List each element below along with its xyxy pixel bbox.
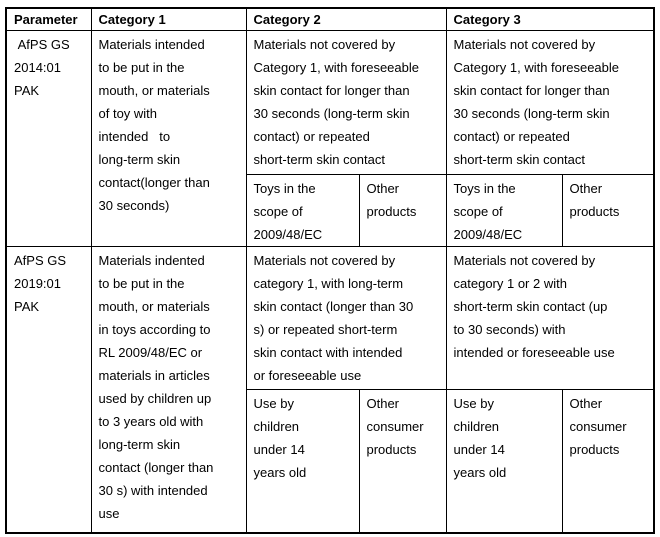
cell-category3-afps-2019-children: Use by children under 14 years old [445,389,563,533]
cell-category2-afps-2019-description: Materials not covered by category 1, wit… [245,246,447,390]
cell-category3-afps-2019-description: Materials not covered by category 1 or 2… [445,246,655,390]
cell-category3-afps-2019-other-consumer: Other consumer products [561,389,655,533]
row-afps-2014-subcells: Toys in the scope of 2009/48/EC Other pr… [6,174,655,247]
cell-category2-afps-2019-children: Use by children under 14 years old [245,389,360,533]
row-afps-2019-subcells: Use by children under 14 years old Other… [6,389,655,533]
cell-category2-afps-2014-other-products: Other products [358,174,447,247]
cell-category2-afps-2014-toys-scope: Toys in the scope of 2009/48/EC [245,174,360,247]
cell-category3-afps-2014-toys-scope: Toys in the scope of 2009/48/EC [445,174,563,247]
header-cell-parameter: Parameter [5,7,92,31]
cell-parameter-afps-2019: AfPS GS 2019:01 PAK [5,246,92,533]
cell-category1-afps-2014: Materials intended to be put in the mout… [90,30,247,247]
cell-category1-afps-2019: Materials indented to be put in the mout… [90,246,247,533]
header-cell-category1: Category 1 [90,7,247,31]
header-cell-category3: Category 3 [445,7,655,31]
pak-parameter-category-table: Parameter Category 1 Category 2 Category… [5,7,656,534]
cell-parameter-afps-2014: AfPS GS 2014:01 PAK [5,30,92,247]
row-afps-2014-description: AfPS GS 2014:01 PAK Materials intended t… [5,30,655,247]
cell-category3-afps-2014-description: Materials not covered by Category 1, wit… [445,30,655,175]
table-header-row: Parameter Category 1 Category 2 Category… [5,7,655,31]
cell-category3-afps-2014-other-products: Other products [561,174,655,247]
header-cell-category2: Category 2 [245,7,447,31]
cell-category2-afps-2014-description: Materials not covered by Category 1, wit… [245,30,447,175]
cell-category2-afps-2019-other-consumer: Other consumer products [358,389,447,533]
row-afps-2019-description: AfPS GS 2019:01 PAK Materials indented t… [5,246,655,533]
